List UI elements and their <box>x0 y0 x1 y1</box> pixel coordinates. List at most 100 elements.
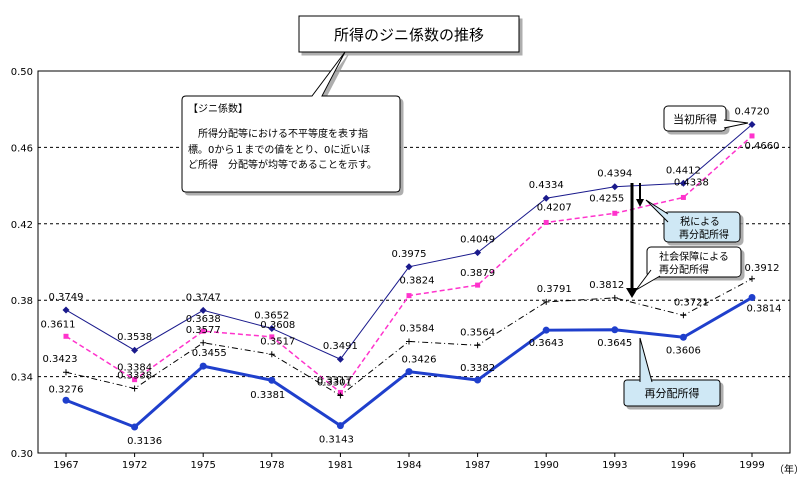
y-tick-label: 0.30 <box>11 449 33 460</box>
data-point <box>337 392 344 399</box>
data-point <box>62 396 70 404</box>
data-point <box>680 312 687 319</box>
callout-initial-income-label: 当初所得 <box>673 112 717 126</box>
x-tick-label: 1990 <box>533 460 558 471</box>
redistribution-arrow <box>626 183 644 298</box>
data-label: 0.4412 <box>666 165 701 176</box>
data-point <box>131 346 139 354</box>
data-point <box>474 249 482 257</box>
data-label: 0.3564 <box>460 327 495 338</box>
data-point <box>336 422 344 430</box>
data-label: 0.3975 <box>392 249 427 260</box>
data-label: 0.3645 <box>597 338 632 349</box>
x-tick-label: 1975 <box>190 460 215 471</box>
y-tick-label: 0.42 <box>11 220 33 231</box>
y-tick-label: 0.46 <box>11 143 33 154</box>
data-point <box>268 376 276 384</box>
callout-redistributed-income: 再分配所得 <box>623 337 721 407</box>
x-tick-label: 1978 <box>259 460 284 471</box>
data-label: 0.3423 <box>43 354 78 365</box>
callout-initial-income: 当初所得 <box>663 105 749 132</box>
data-label: 0.3384 <box>117 363 152 374</box>
data-label: 0.4338 <box>674 177 709 188</box>
data-point <box>611 294 618 301</box>
x-tick-label: 1972 <box>122 460 147 471</box>
data-label: 0.3143 <box>319 435 354 446</box>
data-point <box>200 328 206 334</box>
data-point <box>406 293 412 299</box>
data-label: 0.3652 <box>254 310 289 321</box>
data-point <box>543 219 549 225</box>
data-point <box>268 351 275 358</box>
data-point <box>475 282 481 288</box>
callout-tax-label-1: 税による <box>680 215 720 228</box>
series-1 <box>63 133 755 395</box>
y-tick-label: 0.50 <box>11 67 33 78</box>
data-label: 0.3611 <box>41 319 76 330</box>
x-tick-label: 1996 <box>671 460 696 471</box>
data-label: 0.3584 <box>400 323 435 334</box>
data-point <box>405 368 413 376</box>
data-point <box>131 423 139 431</box>
data-label: 0.3814 <box>747 304 782 315</box>
callout-tax-redistribution: 税による 再分配所得 <box>645 199 741 243</box>
data-label: 0.3638 <box>186 314 221 325</box>
data-label: 0.3721 <box>674 297 709 308</box>
data-point <box>679 333 687 341</box>
data-point <box>749 275 755 282</box>
data-point <box>474 376 482 384</box>
data-label: 0.3136 <box>127 436 162 447</box>
data-point <box>612 210 618 216</box>
data-point <box>200 339 207 346</box>
data-labels-layer: 0.3749 0.3538 0.3747 0.3652 0.3491 0.3975 0.40… <box>41 106 782 447</box>
callout-social-redistribution: 社会保障による 再分配所得 <box>635 246 742 291</box>
data-label: 0.4049 <box>460 235 495 246</box>
data-label: 0.3317 <box>317 375 352 386</box>
data-label: 0.3879 <box>460 268 495 279</box>
data-label: 0.3791 <box>537 284 572 295</box>
data-label: 0.3381 <box>250 390 285 401</box>
data-point <box>63 369 69 376</box>
data-label: 0.4334 <box>529 180 564 191</box>
series-layer <box>62 120 756 431</box>
data-label: 0.3912 <box>745 263 780 274</box>
x-axis-tick-labels: 1967 1972 1975 1978 1981 1984 1987 1990 1993 1996… <box>53 453 765 471</box>
data-point <box>748 120 756 128</box>
data-point <box>680 194 686 200</box>
data-label: 0.4660 <box>745 141 780 152</box>
data-point <box>749 133 755 139</box>
y-tick-label: 0.34 <box>11 373 33 384</box>
gini-note-heading: 【ジニ係数】 <box>188 102 248 115</box>
callout-tax-label-2: 再分配所得 <box>679 229 729 241</box>
gini-note-line1: 所得分配等における不平等度を表す指 <box>198 127 368 140</box>
data-point <box>131 385 138 392</box>
data-point <box>199 362 207 370</box>
data-point <box>63 333 69 339</box>
data-point <box>269 334 275 340</box>
chart-title: 所得のジニ係数の推移 <box>334 26 484 44</box>
data-point <box>405 263 413 271</box>
x-axis-unit: （年） <box>774 463 802 476</box>
data-point <box>611 183 619 191</box>
y-tick-label: 0.38 <box>11 296 33 307</box>
x-tick-label: 1967 <box>53 460 78 471</box>
data-point <box>611 326 619 334</box>
data-point <box>62 306 70 314</box>
series-2 <box>63 275 755 399</box>
data-label: 0.4720 <box>735 106 770 117</box>
data-label: 0.3491 <box>323 341 358 352</box>
x-tick-label: 1984 <box>396 460 421 471</box>
data-point <box>748 294 756 302</box>
callout-redistributed-label: 再分配所得 <box>645 387 700 400</box>
data-label: 0.3276 <box>49 384 84 395</box>
data-label: 0.3301 <box>317 378 352 389</box>
data-point <box>542 326 550 334</box>
data-label: 0.3338 <box>117 370 152 381</box>
data-label: 0.3426 <box>402 355 437 366</box>
x-tick-label: 1981 <box>328 460 353 471</box>
x-tick-label: 1999 <box>739 460 764 471</box>
data-label: 0.3608 <box>260 320 295 331</box>
x-tick-label: 1993 <box>602 460 627 471</box>
data-label: 0.3747 <box>186 292 221 303</box>
